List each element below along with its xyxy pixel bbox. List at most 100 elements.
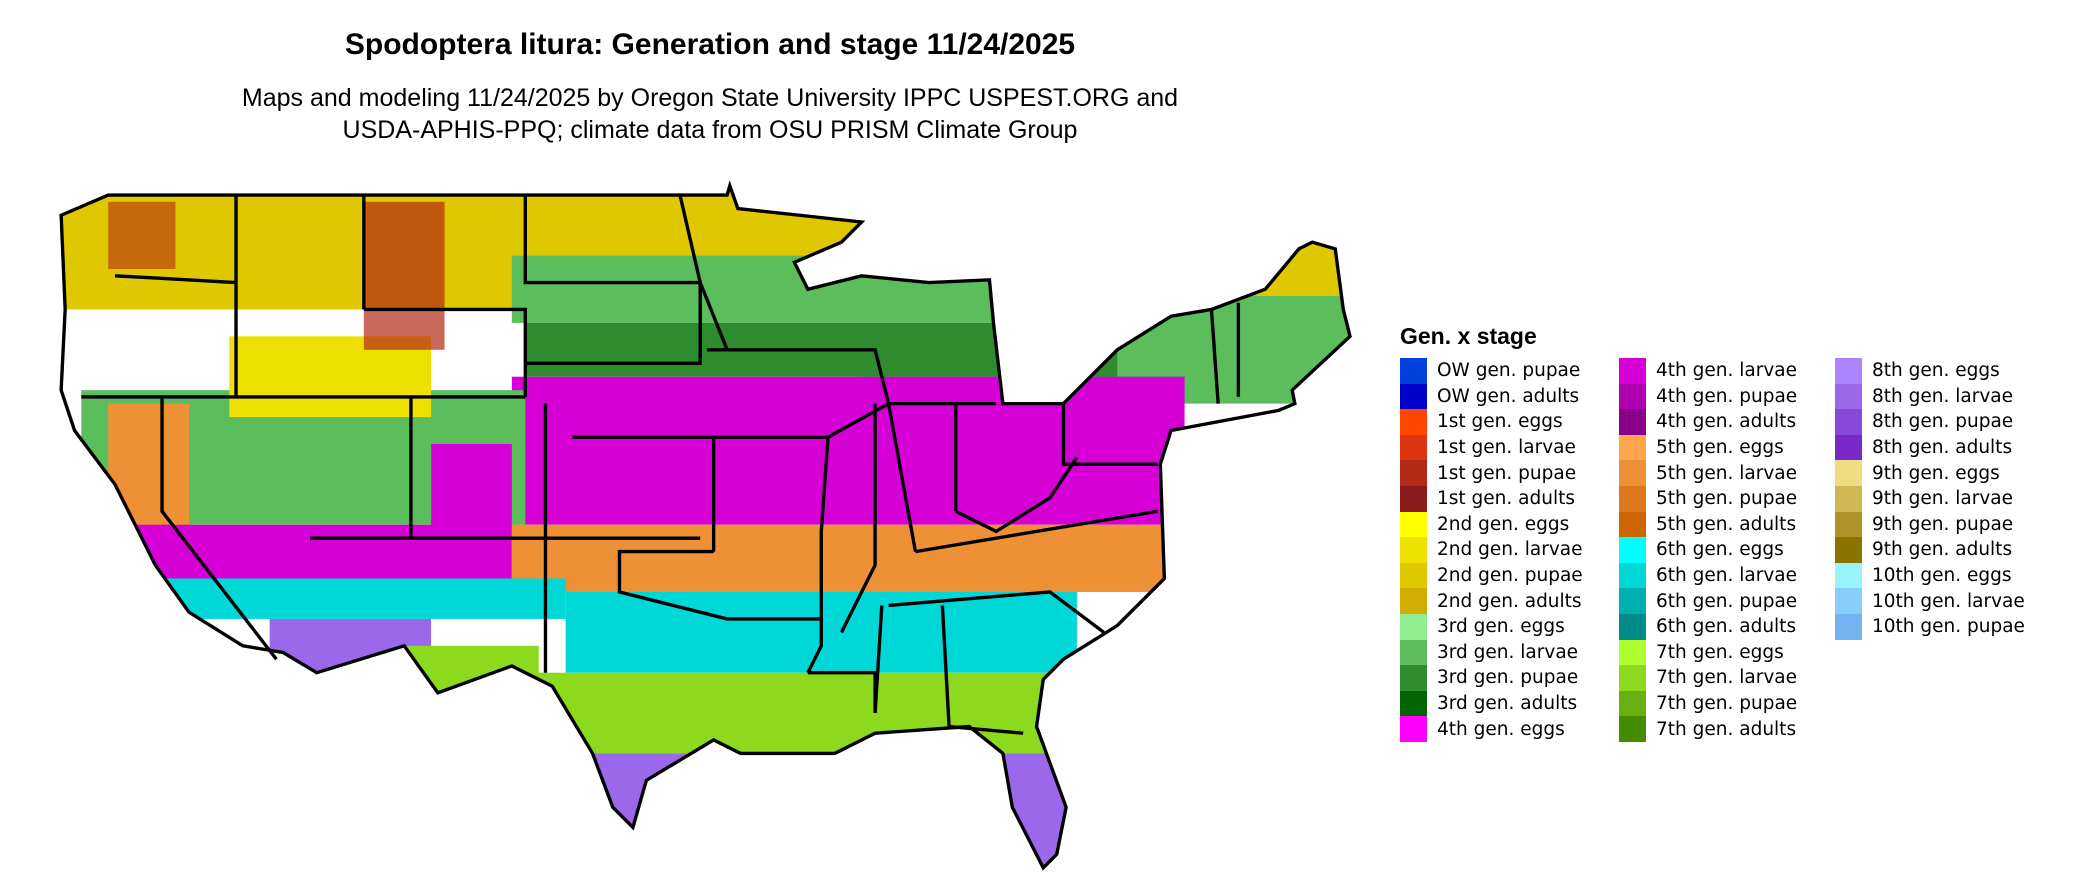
legend-label: 7th gen. adults [1656,718,1797,740]
legend-label: 3rd gen. adults [1437,693,1578,715]
legend-swatch [1400,562,1427,589]
legend-item: 9th gen. adults [1835,537,2025,563]
legend-label: 2nd gen. larvae [1437,539,1583,561]
legend-item: 8th gen. adults [1835,434,2025,461]
legend-label: 7th gen. larvae [1656,667,1797,689]
legend-column: 4th gen. larvae 4th gen. pupae 4th gen. ad… [1619,358,1797,742]
legend-item: 9th gen. larvae [1835,485,2025,512]
legend-column: OW gen. pupae OW gen. adults 1st gen. eggs… [1400,358,1583,742]
legend-swatch [1619,639,1646,666]
legend-label: 1st gen. adults [1437,488,1575,510]
legend-item: 2nd gen. eggs [1400,511,1583,538]
legend-item: 3rd gen. pupae [1400,665,1583,691]
legend-swatch [1400,485,1427,512]
legend-item: 2nd gen. pupae [1400,562,1583,589]
legend-swatch [1835,562,1862,589]
legend-label: 10th gen. pupae [1872,616,2025,638]
legend-label: 8th gen. eggs [1872,360,2000,382]
legend-swatch [1619,460,1646,486]
legend-item: 10th gen. larvae [1835,588,2025,614]
legend-item: 4th gen. pupae [1619,383,1798,410]
legend-label: 3rd gen. larvae [1437,641,1579,663]
legend-item: 2nd gen. larvae [1400,537,1583,563]
legend-label: 10th gen. eggs [1872,565,2012,587]
legend-swatch [1400,537,1427,563]
legend-swatch [1835,511,1862,538]
map-subtitle-line-2: USDA-APHIS-PPQ; climate data from OSU PR… [342,116,1078,144]
legend-item: 7th gen. larvae [1619,665,1797,691]
legend-label: 1st gen. larvae [1437,437,1576,459]
legend-label: 10th gen. larvae [1872,590,2025,612]
legend-item: 4th gen. larvae [1619,358,1797,384]
legend-swatch [1619,613,1646,640]
legend-item: 3rd gen. adults [1400,690,1583,717]
legend-swatch [1835,537,1862,563]
legend-label: 4th gen. adults [1656,411,1797,433]
legend-item: 5th gen. adults [1619,511,1797,538]
legend-item: 9th gen. pupae [1835,511,2025,538]
legend-item: 5th gen. larvae [1619,460,1797,486]
legend-label: 4th gen. pupae [1656,385,1798,407]
legend-item: 9th gen. eggs [1835,460,2025,486]
legend-swatch [1619,690,1646,717]
legend-item: 6th gen. larvae [1619,562,1797,589]
legend-label: OW gen. adults [1437,385,1580,407]
legend-label: 8th gen. adults [1872,437,2013,459]
state-borders [59,183,1352,870]
legend-label: 9th gen. pupae [1872,513,2014,535]
legend-swatch [1619,485,1646,512]
legend-item: 7th gen. eggs [1619,639,1797,666]
legend-swatch [1619,562,1646,589]
legend-item: 3rd gen. larvae [1400,639,1583,666]
legend-swatch [1835,409,1862,435]
legend-swatch [1400,460,1427,486]
legend-label: 1st gen. pupae [1437,462,1577,484]
legend-swatch [1400,383,1427,410]
legend-item: 1st gen. eggs [1400,409,1583,435]
legend-swatch [1835,485,1862,512]
legend-swatch [1400,588,1427,614]
legend-label: 3rd gen. eggs [1437,616,1565,638]
legend-label: 6th gen. pupae [1656,590,1798,612]
legend-item: 6th gen. adults [1619,613,1797,640]
legend-swatch [1400,434,1427,461]
legend-item: OW gen. adults [1400,383,1583,410]
legend-label: 3rd gen. pupae [1437,667,1579,689]
legend-label: 8th gen. pupae [1872,411,2014,433]
legend-item: 8th gen. eggs [1835,358,2025,384]
legend-swatch [1619,434,1646,461]
legend-label: 5th gen. pupae [1656,488,1798,510]
legend-label: 9th gen. eggs [1872,462,2000,484]
legend-item: 2nd gen. adults [1400,588,1583,614]
legend-label: 2nd gen. eggs [1437,513,1570,535]
legend-swatch [1400,409,1427,435]
legend-item: 7th gen. pupae [1619,690,1797,717]
legend-item: 4th gen. adults [1619,409,1797,435]
legend-label: 2nd gen. pupae [1437,565,1583,587]
legend-swatch [1835,358,1862,384]
legend-swatch [1835,613,1862,640]
legend-swatch [1619,665,1646,691]
legend-label: 5th gen. adults [1656,513,1797,535]
legend-swatch [1400,511,1427,538]
legend-swatch [1400,690,1427,717]
legend-item: 5th gen. eggs [1619,434,1797,461]
legend-label: 2nd gen. adults [1437,590,1582,612]
legend-swatch [1619,588,1646,614]
legend-item: 10th gen. eggs [1835,562,2025,589]
legend-label: 4th gen. eggs [1437,718,1565,740]
legend-label: 9th gen. larvae [1872,488,2013,510]
legend-swatch [1619,358,1646,384]
legend-item: 4th gen. eggs [1400,716,1583,742]
legend-item: 6th gen. eggs [1619,537,1797,563]
legend-label: 9th gen. adults [1872,539,2013,561]
legend-item: 7th gen. adults [1619,716,1797,742]
legend-item: 1st gen. larvae [1400,434,1583,461]
legend-item: 8th gen. pupae [1835,409,2025,435]
legend-label: 8th gen. larvae [1872,385,2013,407]
legend-swatch [1619,537,1646,563]
map-title: Spodoptera litura: Generation and stage … [344,28,1076,61]
legend-item: 5th gen. pupae [1619,485,1798,512]
